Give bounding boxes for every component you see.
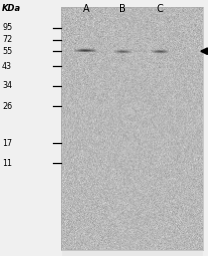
Bar — [61, 0, 203, 7]
Text: 11: 11 — [2, 159, 12, 168]
Text: KDa: KDa — [2, 4, 21, 13]
Bar — [203, 0, 208, 256]
Bar — [0, 0, 61, 256]
Text: 43: 43 — [2, 61, 12, 71]
Text: 95: 95 — [2, 23, 12, 32]
Text: A: A — [83, 4, 90, 14]
Text: B: B — [119, 4, 126, 14]
Text: 17: 17 — [2, 139, 12, 148]
Text: 26: 26 — [2, 102, 12, 111]
Text: 72: 72 — [2, 35, 12, 44]
Text: 34: 34 — [2, 81, 12, 90]
Text: 55: 55 — [2, 47, 12, 56]
Text: C: C — [157, 4, 163, 14]
